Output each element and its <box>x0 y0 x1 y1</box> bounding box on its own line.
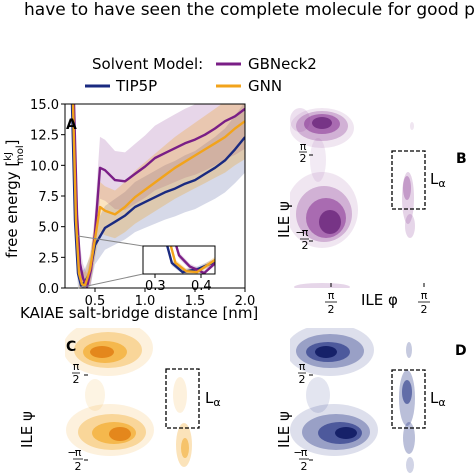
legend-label-gbneck2: GBNeck2 <box>248 55 317 73</box>
d-ytick-bottom: − π 2 <box>293 446 313 473</box>
caption-text: have to have seen the complete molecule … <box>24 0 474 20</box>
x-tick-label: 0.5 <box>85 294 106 309</box>
c-ytick-bottom: − π 2 <box>67 446 88 473</box>
svg-text:π: π <box>302 226 309 239</box>
legend-label-tip5p: TIP5P <box>115 77 157 95</box>
panel-c: Lα C ILE ψ π 2 − π 2 <box>18 328 221 473</box>
c-ytick-top: π 2 <box>72 360 88 386</box>
svg-text:2: 2 <box>328 303 335 316</box>
svg-text:2: 2 <box>302 239 309 252</box>
svg-text:2: 2 <box>301 460 308 473</box>
svg-text:2: 2 <box>75 460 82 473</box>
inset-tick-0.3: 0.3 <box>145 279 166 294</box>
inset-series-line-gnn <box>169 246 215 274</box>
panel-a: 0.0 2.5 5.0 7.5 10.0 12.5 15.0 0.5 1.0 1.5 2.0 A K… <box>3 98 258 322</box>
panel-label-a: A <box>66 117 77 133</box>
svg-text:−: − <box>293 446 302 459</box>
y-axis-label-c: ILE ψ <box>18 411 36 448</box>
l-alpha-box-c <box>165 368 200 429</box>
b-ytick-bottom: − π 2 <box>295 226 313 252</box>
svg-text:π: π <box>73 360 80 373</box>
heatmap-c <box>65 328 192 467</box>
svg-text:2: 2 <box>300 152 307 165</box>
legend-title: Solvent Model: <box>92 55 203 73</box>
svg-text:−: − <box>295 226 304 239</box>
series-line-gnn <box>71 104 245 287</box>
y-tick-label: 12.5 <box>30 129 59 144</box>
svg-text:π: π <box>301 446 308 459</box>
panel-label-d: D <box>455 343 467 359</box>
svg-text:π: π <box>75 446 82 459</box>
b-xtick-left: π 2 <box>325 283 337 316</box>
panel-a-ticks: 0.0 2.5 5.0 7.5 10.0 12.5 15.0 0.5 1.0 1.5 2.0 <box>30 98 255 309</box>
panel-label-b: B <box>456 151 467 167</box>
l-alpha-label-b: Lα <box>430 170 446 190</box>
l-alpha-label-d: Lα <box>430 389 446 409</box>
inset-plot: 0.3 0.4 <box>142 245 216 294</box>
l-alpha-box-b <box>391 150 426 210</box>
svg-text:2: 2 <box>421 303 428 316</box>
y-axis-label-b: ILE ψ <box>275 201 293 238</box>
x-axis-label-a: KAIAE salt-bridge distance [nm] <box>20 304 258 322</box>
y-tick-label: 7.5 <box>38 190 59 205</box>
inset-tick-0.4: 0.4 <box>191 279 212 294</box>
y-tick-label: 0.0 <box>38 282 59 297</box>
inset-lines <box>166 246 215 274</box>
y-axis-label-a: free energy [kJmol] <box>3 140 26 258</box>
svg-text:2: 2 <box>73 373 80 386</box>
svg-text:π: π <box>328 289 335 302</box>
x-tick-label: 1.0 <box>135 294 156 309</box>
series-lines <box>70 104 245 288</box>
x-axis-label-b: ILE φ <box>361 291 398 309</box>
svg-text:2: 2 <box>299 373 306 386</box>
x-tick-label: 2.0 <box>235 294 256 309</box>
panel-label-c: C <box>66 339 76 355</box>
svg-text:−: − <box>67 446 76 459</box>
b-xtick-right: π 2 <box>418 283 430 316</box>
panel-d: Lα D ILE ψ π 2 − π 2 <box>275 328 467 473</box>
y-tick-label: 10.0 <box>30 159 59 174</box>
heatmap-d <box>290 328 415 473</box>
y-tick-label: 15.0 <box>30 98 59 113</box>
l-alpha-box-d <box>391 369 426 429</box>
y-axis-label-d: ILE ψ <box>275 411 293 448</box>
panel-b: Lα B ILE ψ π 2 − π 2 π 2 π 2 ILE φ <box>275 108 467 316</box>
b-ytick-top: π 2 <box>299 140 313 165</box>
zoom-connector-bottom <box>77 273 144 289</box>
svg-text:π: π <box>421 289 428 302</box>
inset-frame <box>142 245 216 275</box>
x-tick-label: 1.5 <box>185 294 206 309</box>
l-alpha-label-c: Lα <box>205 389 221 409</box>
d-ytick-top: π 2 <box>298 360 313 386</box>
legend: Solvent Model: TIP5P GBNeck2 GNN <box>85 55 317 95</box>
y-tick-label: 5.0 <box>38 221 59 236</box>
y-tick-label: 2.5 <box>38 251 59 266</box>
heatmap-b <box>290 108 415 288</box>
svg-text:π: π <box>300 140 307 153</box>
svg-text:π: π <box>299 360 306 373</box>
zoom-connector-top <box>77 235 144 247</box>
legend-label-gnn: GNN <box>248 77 282 95</box>
